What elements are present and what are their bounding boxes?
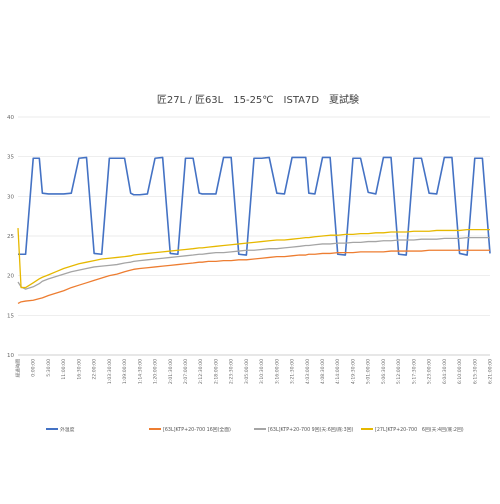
x-tick-label: 5:01:00:00 (366, 359, 372, 384)
legend-entry: 外温度 (60, 426, 75, 433)
x-tick-label: 6:15:30:00 (472, 359, 478, 384)
legend: 外温度 [63L]KTP+20-700 16回(全面) [63L]KTP+20-70… (46, 426, 464, 433)
y-tick-label: 40 (7, 115, 14, 121)
legend-entry: [63L]KTP+20-700 16回(全面) (163, 426, 231, 433)
x-tick-label: 2:12:30:00 (198, 359, 204, 384)
x-tick-label: 5:06:30:00 (381, 359, 387, 384)
x-tick-label: 11:00:00 (61, 359, 67, 380)
grid-layer (18, 116, 490, 356)
series-line-1 (17, 249, 490, 305)
x-tick-label: 5:17:30:00 (411, 359, 417, 384)
x-tick-label: 2:07:00:00 (183, 359, 189, 384)
x-tick-label: 4:03:00:00 (305, 359, 311, 384)
x-tick-label: 2:23:30:00 (229, 359, 235, 384)
series-line-3 (17, 228, 490, 289)
y-tick-label: 15 (7, 313, 14, 319)
series-line-2 (17, 236, 490, 290)
x-tick-label: 22:00:00 (92, 359, 98, 380)
x-tick-label: 1:20:00:00 (153, 359, 159, 384)
x-tick-label: 0:00:00 (31, 359, 37, 377)
y-tick-label: 30 (7, 194, 14, 200)
x-tick-label: 5:30:00 (46, 359, 52, 377)
x-tick-label: 3:21:30:00 (290, 359, 296, 384)
series-line-0 (18, 156, 491, 256)
x-tick-label: 1:14:30:00 (137, 359, 143, 384)
x-tick-label: 2:18:00:00 (213, 359, 219, 384)
x-tick-label: 16:30:00 (76, 359, 82, 380)
x-tick-label: 5:12:00:00 (396, 359, 402, 384)
x-tick-label: 5:23:00:00 (427, 359, 433, 384)
x-tick-label: 3:10:30:00 (259, 359, 265, 384)
x-tick-label: 1:09:00:00 (122, 359, 128, 384)
chart-title: 匠27L / 匠63L 15-25℃ ISTA7D 夏試験 (157, 93, 359, 106)
x-tick-labels: 経過時間 0:00:00 5:30:00 11:00:00 16:30:00 22:00:… (15, 359, 494, 385)
x-tick-label: 3:16:00:00 (274, 359, 280, 384)
x-tick-label: 4:14:00:00 (335, 359, 341, 384)
y-tick-label: 20 (7, 274, 14, 280)
legend-entry: [27L]KTP+20-700 6回(天:4回/底:2回) (375, 426, 464, 433)
x-tick-label: 6:04:30:00 (442, 359, 448, 384)
legend-entry: [63L]KTP+20-700 9回(天:6回/底:3回) (268, 426, 354, 433)
x-tick-label: 3:05:00:00 (244, 359, 250, 384)
x-tick-label: 1:03:30:00 (107, 359, 113, 384)
series-layer (17, 156, 491, 305)
x-tick-label: 4:19:30:00 (350, 359, 356, 384)
x-tick-label: 2:01:30:00 (168, 359, 174, 384)
y-tick-label: 35 (7, 155, 14, 161)
x-tick-label: 4:08:30:00 (320, 359, 326, 384)
y-tick-label: 25 (7, 234, 14, 240)
y-tick-label: 10 (7, 353, 14, 359)
x-tick-label: 6:21:00:00 (488, 359, 494, 384)
y-tick-labels: 10 15 20 25 30 35 40 (7, 115, 14, 359)
x-tick-label: 経過時間 (15, 359, 22, 378)
x-tick-label: 6:10:00:00 (457, 359, 463, 384)
